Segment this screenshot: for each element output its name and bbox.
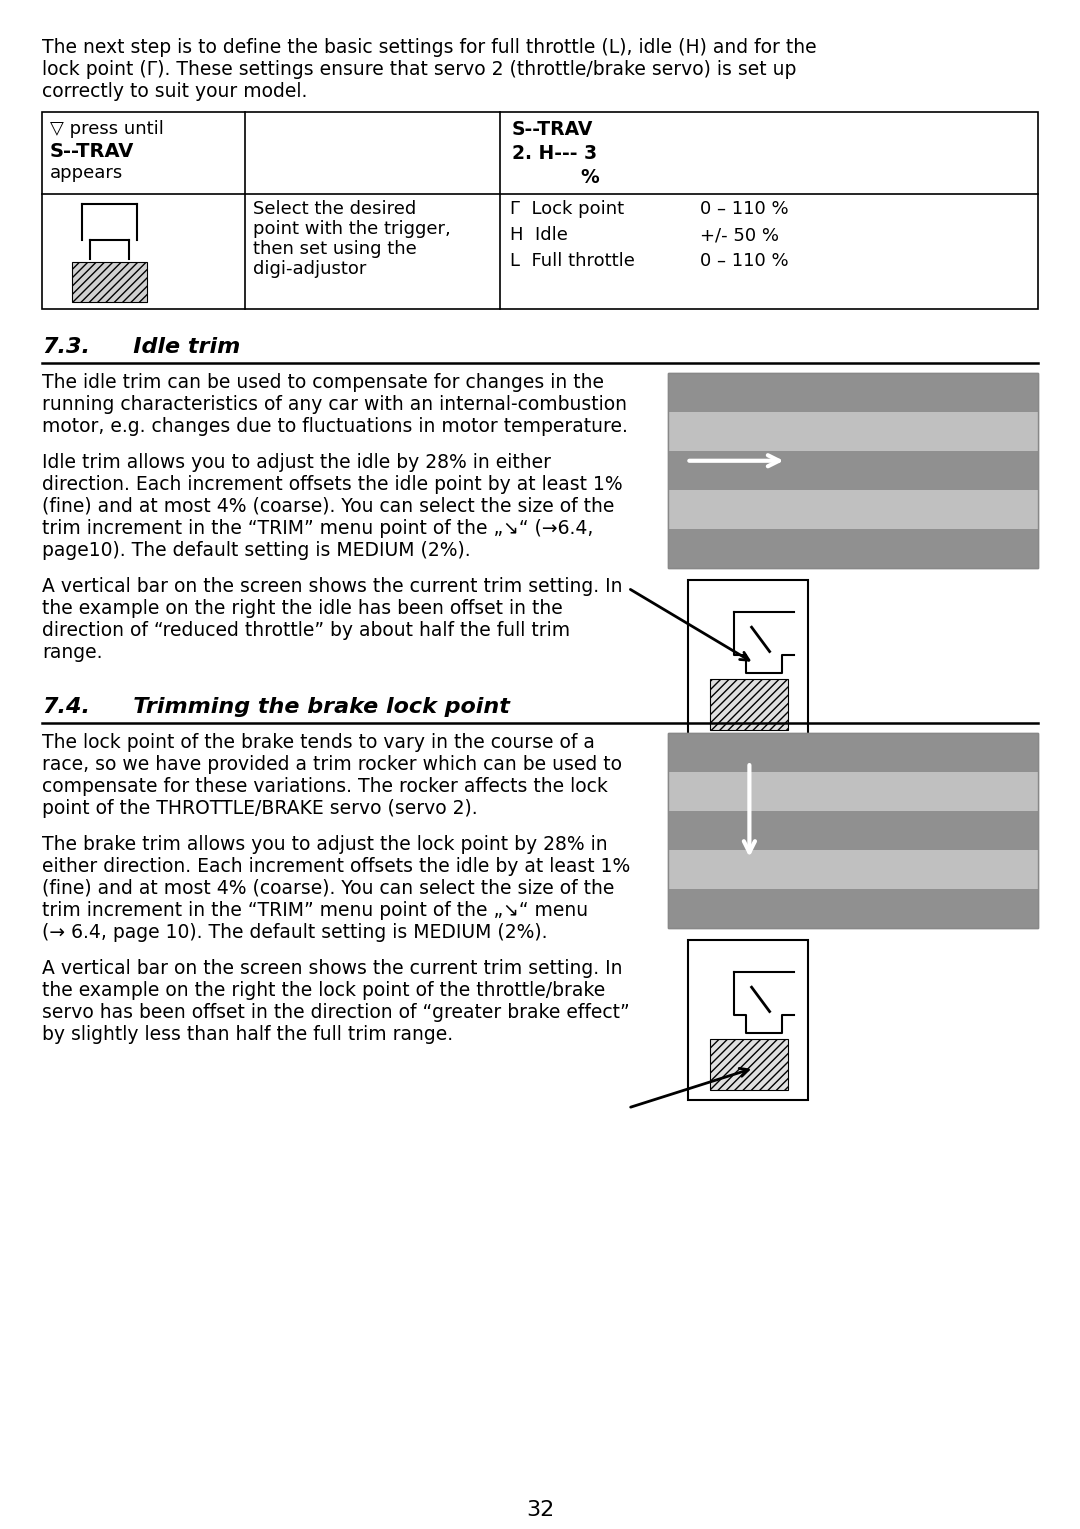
Text: direction of “reduced throttle” by about half the full trim: direction of “reduced throttle” by about… bbox=[42, 621, 570, 641]
Text: 0 – 110 %: 0 – 110 % bbox=[700, 200, 788, 219]
Text: correctly to suit your model.: correctly to suit your model. bbox=[42, 83, 308, 101]
Text: 7.4.: 7.4. bbox=[42, 697, 90, 717]
Text: lock point (Γ). These settings ensure that servo 2 (throttle/brake servo) is set: lock point (Γ). These settings ensure th… bbox=[42, 60, 796, 80]
Bar bbox=[710, 1040, 787, 1090]
Text: (fine) and at most 4% (coarse). You can select the size of the: (fine) and at most 4% (coarse). You can … bbox=[42, 497, 615, 515]
Bar bbox=[669, 373, 1038, 567]
Bar bbox=[710, 679, 787, 731]
Text: Idle trim: Idle trim bbox=[110, 336, 240, 356]
Bar bbox=[42, 112, 1038, 309]
Text: 2. H--- 3: 2. H--- 3 bbox=[512, 144, 597, 164]
Text: range.: range. bbox=[42, 644, 103, 662]
Bar bbox=[669, 888, 1038, 928]
Text: The lock point of the brake tends to vary in the course of a: The lock point of the brake tends to var… bbox=[42, 732, 595, 752]
Text: 32: 32 bbox=[526, 1500, 554, 1520]
Text: point with the trigger,: point with the trigger, bbox=[253, 220, 450, 239]
Text: point of the THROTTLE/BRAKE servo (servo 2).: point of the THROTTLE/BRAKE servo (servo… bbox=[42, 800, 477, 818]
Text: race, so we have provided a trim rocker which can be used to: race, so we have provided a trim rocker … bbox=[42, 755, 622, 774]
Bar bbox=[669, 732, 1038, 772]
Text: L  Full throttle: L Full throttle bbox=[510, 252, 635, 271]
Bar bbox=[72, 261, 147, 303]
Bar bbox=[688, 940, 808, 1099]
Bar bbox=[669, 373, 1038, 567]
Bar bbox=[669, 451, 1038, 489]
Text: motor, e.g. changes due to fluctuations in motor temperature.: motor, e.g. changes due to fluctuations … bbox=[42, 417, 627, 436]
Text: page10). The default setting is MEDIUM (2%).: page10). The default setting is MEDIUM (… bbox=[42, 541, 471, 560]
Text: The brake trim allows you to adjust the lock point by 28% in: The brake trim allows you to adjust the … bbox=[42, 835, 608, 855]
Text: direction. Each increment offsets the idle point by at least 1%: direction. Each increment offsets the id… bbox=[42, 476, 623, 494]
Text: ▽ press until: ▽ press until bbox=[50, 119, 164, 138]
Text: Idle trim allows you to adjust the idle by 28% in either: Idle trim allows you to adjust the idle … bbox=[42, 453, 551, 472]
Bar bbox=[688, 579, 808, 740]
Bar bbox=[669, 772, 1038, 810]
Bar bbox=[669, 810, 1038, 850]
Bar bbox=[669, 373, 1038, 411]
Text: Trimming the brake lock point: Trimming the brake lock point bbox=[110, 697, 510, 717]
Text: by slightly less than half the full trim range.: by slightly less than half the full trim… bbox=[42, 1024, 454, 1044]
Text: the example on the right the lock point of the throttle/brake: the example on the right the lock point … bbox=[42, 982, 605, 1000]
Text: the example on the right the idle has been offset in the: the example on the right the idle has be… bbox=[42, 599, 563, 618]
Text: +/- 50 %: +/- 50 % bbox=[700, 226, 779, 245]
Text: then set using the: then set using the bbox=[253, 240, 417, 258]
Text: S--TRAV: S--TRAV bbox=[50, 142, 134, 161]
Text: running characteristics of any car with an internal-combustion: running characteristics of any car with … bbox=[42, 394, 627, 414]
Text: Select the desired: Select the desired bbox=[253, 200, 416, 219]
Text: 0 – 110 %: 0 – 110 % bbox=[700, 252, 788, 271]
Text: A vertical bar on the screen shows the current trim setting. In: A vertical bar on the screen shows the c… bbox=[42, 959, 622, 979]
Bar bbox=[669, 732, 1038, 928]
Text: Γ  Lock point: Γ Lock point bbox=[510, 200, 624, 219]
Text: appears: appears bbox=[50, 164, 123, 182]
Text: 7.3.: 7.3. bbox=[42, 336, 90, 356]
Bar bbox=[669, 529, 1038, 567]
Text: servo has been offset in the direction of “greater brake effect”: servo has been offset in the direction o… bbox=[42, 1003, 630, 1021]
Text: trim increment in the “TRIM” menu point of the „↘“ (→6.4,: trim increment in the “TRIM” menu point … bbox=[42, 518, 593, 538]
Text: digi-adjustor: digi-adjustor bbox=[253, 260, 366, 278]
Text: A vertical bar on the screen shows the current trim setting. In: A vertical bar on the screen shows the c… bbox=[42, 576, 622, 596]
Text: The idle trim can be used to compensate for changes in the: The idle trim can be used to compensate … bbox=[42, 373, 604, 391]
Text: (→ 6.4, page 10). The default setting is MEDIUM (2%).: (→ 6.4, page 10). The default setting is… bbox=[42, 924, 548, 942]
Text: compensate for these variations. The rocker affects the lock: compensate for these variations. The roc… bbox=[42, 777, 608, 797]
Bar bbox=[669, 850, 1038, 888]
Text: S--TRAV: S--TRAV bbox=[512, 119, 593, 139]
Bar bbox=[669, 732, 1038, 928]
Text: (fine) and at most 4% (coarse). You can select the size of the: (fine) and at most 4% (coarse). You can … bbox=[42, 879, 615, 898]
Text: trim increment in the “TRIM” menu point of the „↘“ menu: trim increment in the “TRIM” menu point … bbox=[42, 901, 589, 920]
Bar bbox=[669, 489, 1038, 529]
Text: either direction. Each increment offsets the idle by at least 1%: either direction. Each increment offsets… bbox=[42, 856, 631, 876]
Text: H  Idle: H Idle bbox=[510, 226, 568, 245]
Text: The next step is to define the basic settings for full throttle (L), idle (H) an: The next step is to define the basic set… bbox=[42, 38, 816, 57]
Text: %: % bbox=[580, 168, 598, 187]
Bar bbox=[669, 411, 1038, 451]
